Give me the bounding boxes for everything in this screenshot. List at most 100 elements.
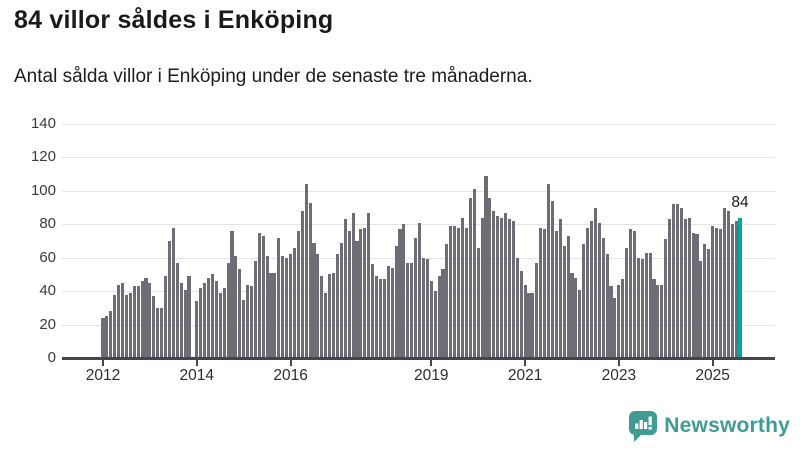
- bar: [715, 227, 719, 358]
- bar: [183, 289, 187, 358]
- bar: [308, 202, 312, 358]
- x-axis-tick-label: 2023: [601, 367, 637, 384]
- bar: [101, 317, 105, 358]
- bar: [382, 279, 386, 358]
- bar: [707, 249, 711, 358]
- bar: [105, 316, 109, 358]
- bar: [339, 242, 343, 358]
- bar: [546, 184, 551, 358]
- bar: [656, 284, 660, 358]
- bar: [507, 219, 511, 358]
- bar: [629, 229, 633, 358]
- bar: [597, 222, 601, 358]
- highlight-value-label: 84: [731, 193, 749, 211]
- bar: [566, 236, 570, 358]
- bar: [519, 271, 523, 358]
- bar: [625, 247, 629, 358]
- x-axis-tick-label: 2021: [507, 367, 543, 384]
- bar: [257, 232, 261, 358]
- bar: [617, 284, 621, 358]
- bar: [273, 272, 277, 358]
- bar: [238, 269, 242, 358]
- bar: [675, 204, 680, 358]
- bar: [406, 262, 410, 358]
- bar: [120, 282, 125, 358]
- bar: [328, 274, 332, 358]
- bar: [621, 279, 625, 358]
- bar: [246, 284, 250, 358]
- bar: [718, 229, 722, 358]
- bar: [687, 217, 691, 358]
- bar: [523, 284, 527, 358]
- bar: [664, 239, 668, 358]
- x-axis-tick: [430, 360, 433, 366]
- bar: [249, 286, 254, 358]
- brand-name: Newsworthy: [664, 414, 790, 437]
- bar: [226, 262, 230, 358]
- bar: [543, 229, 547, 358]
- bar: [460, 217, 465, 358]
- bar: [253, 261, 257, 358]
- bar: [711, 226, 715, 358]
- bar: [144, 277, 148, 358]
- bar: [464, 227, 468, 358]
- bar: [418, 222, 422, 358]
- bar: [304, 184, 308, 358]
- bar: [531, 292, 535, 358]
- bar: [527, 292, 531, 358]
- bar: [136, 286, 140, 358]
- x-axis-tick: [711, 360, 714, 366]
- bar: [195, 301, 199, 358]
- bar: [668, 219, 672, 358]
- bar: [613, 297, 617, 358]
- x-axis-tick: [524, 360, 527, 366]
- bar: [652, 279, 656, 358]
- bar: [316, 254, 320, 358]
- bar: [214, 281, 218, 358]
- bar: [730, 224, 734, 358]
- bar: [503, 212, 508, 358]
- bar: [476, 247, 480, 358]
- x-axis-tick-label: 2019: [414, 367, 449, 384]
- bar: [132, 286, 136, 358]
- bar: [535, 262, 539, 358]
- bar: [292, 247, 297, 358]
- bar: [148, 282, 152, 358]
- x-axis-tick-label: 2016: [273, 367, 308, 384]
- bar: [586, 227, 590, 358]
- bar: [472, 189, 476, 358]
- bar: [699, 261, 703, 358]
- bar: [437, 276, 441, 358]
- bar: [515, 257, 519, 358]
- bar: [660, 284, 664, 358]
- bar: [386, 266, 390, 358]
- bar: [402, 224, 406, 358]
- gridline: [62, 157, 775, 159]
- bar: [488, 197, 492, 358]
- bar: [167, 241, 171, 358]
- bar: [300, 210, 304, 358]
- bar: [218, 292, 222, 358]
- bar: [421, 257, 425, 358]
- bar: [554, 231, 558, 358]
- bar: [230, 231, 234, 358]
- bar: [410, 262, 414, 358]
- y-axis-tick-label: 0: [47, 349, 56, 366]
- bar: [124, 294, 128, 358]
- bar: [445, 244, 449, 358]
- bar: [672, 204, 676, 358]
- bar: [441, 269, 445, 358]
- bar: [277, 237, 281, 358]
- bar: [570, 272, 574, 358]
- bar: [351, 212, 355, 358]
- bar: [593, 207, 597, 358]
- bar: [539, 227, 543, 358]
- bar: [160, 307, 164, 358]
- bar: [359, 229, 363, 358]
- y-axis-tick-label: 100: [30, 181, 56, 199]
- bar: [242, 299, 246, 358]
- bar: [453, 226, 457, 358]
- bar: [324, 292, 328, 358]
- bar: [332, 272, 336, 358]
